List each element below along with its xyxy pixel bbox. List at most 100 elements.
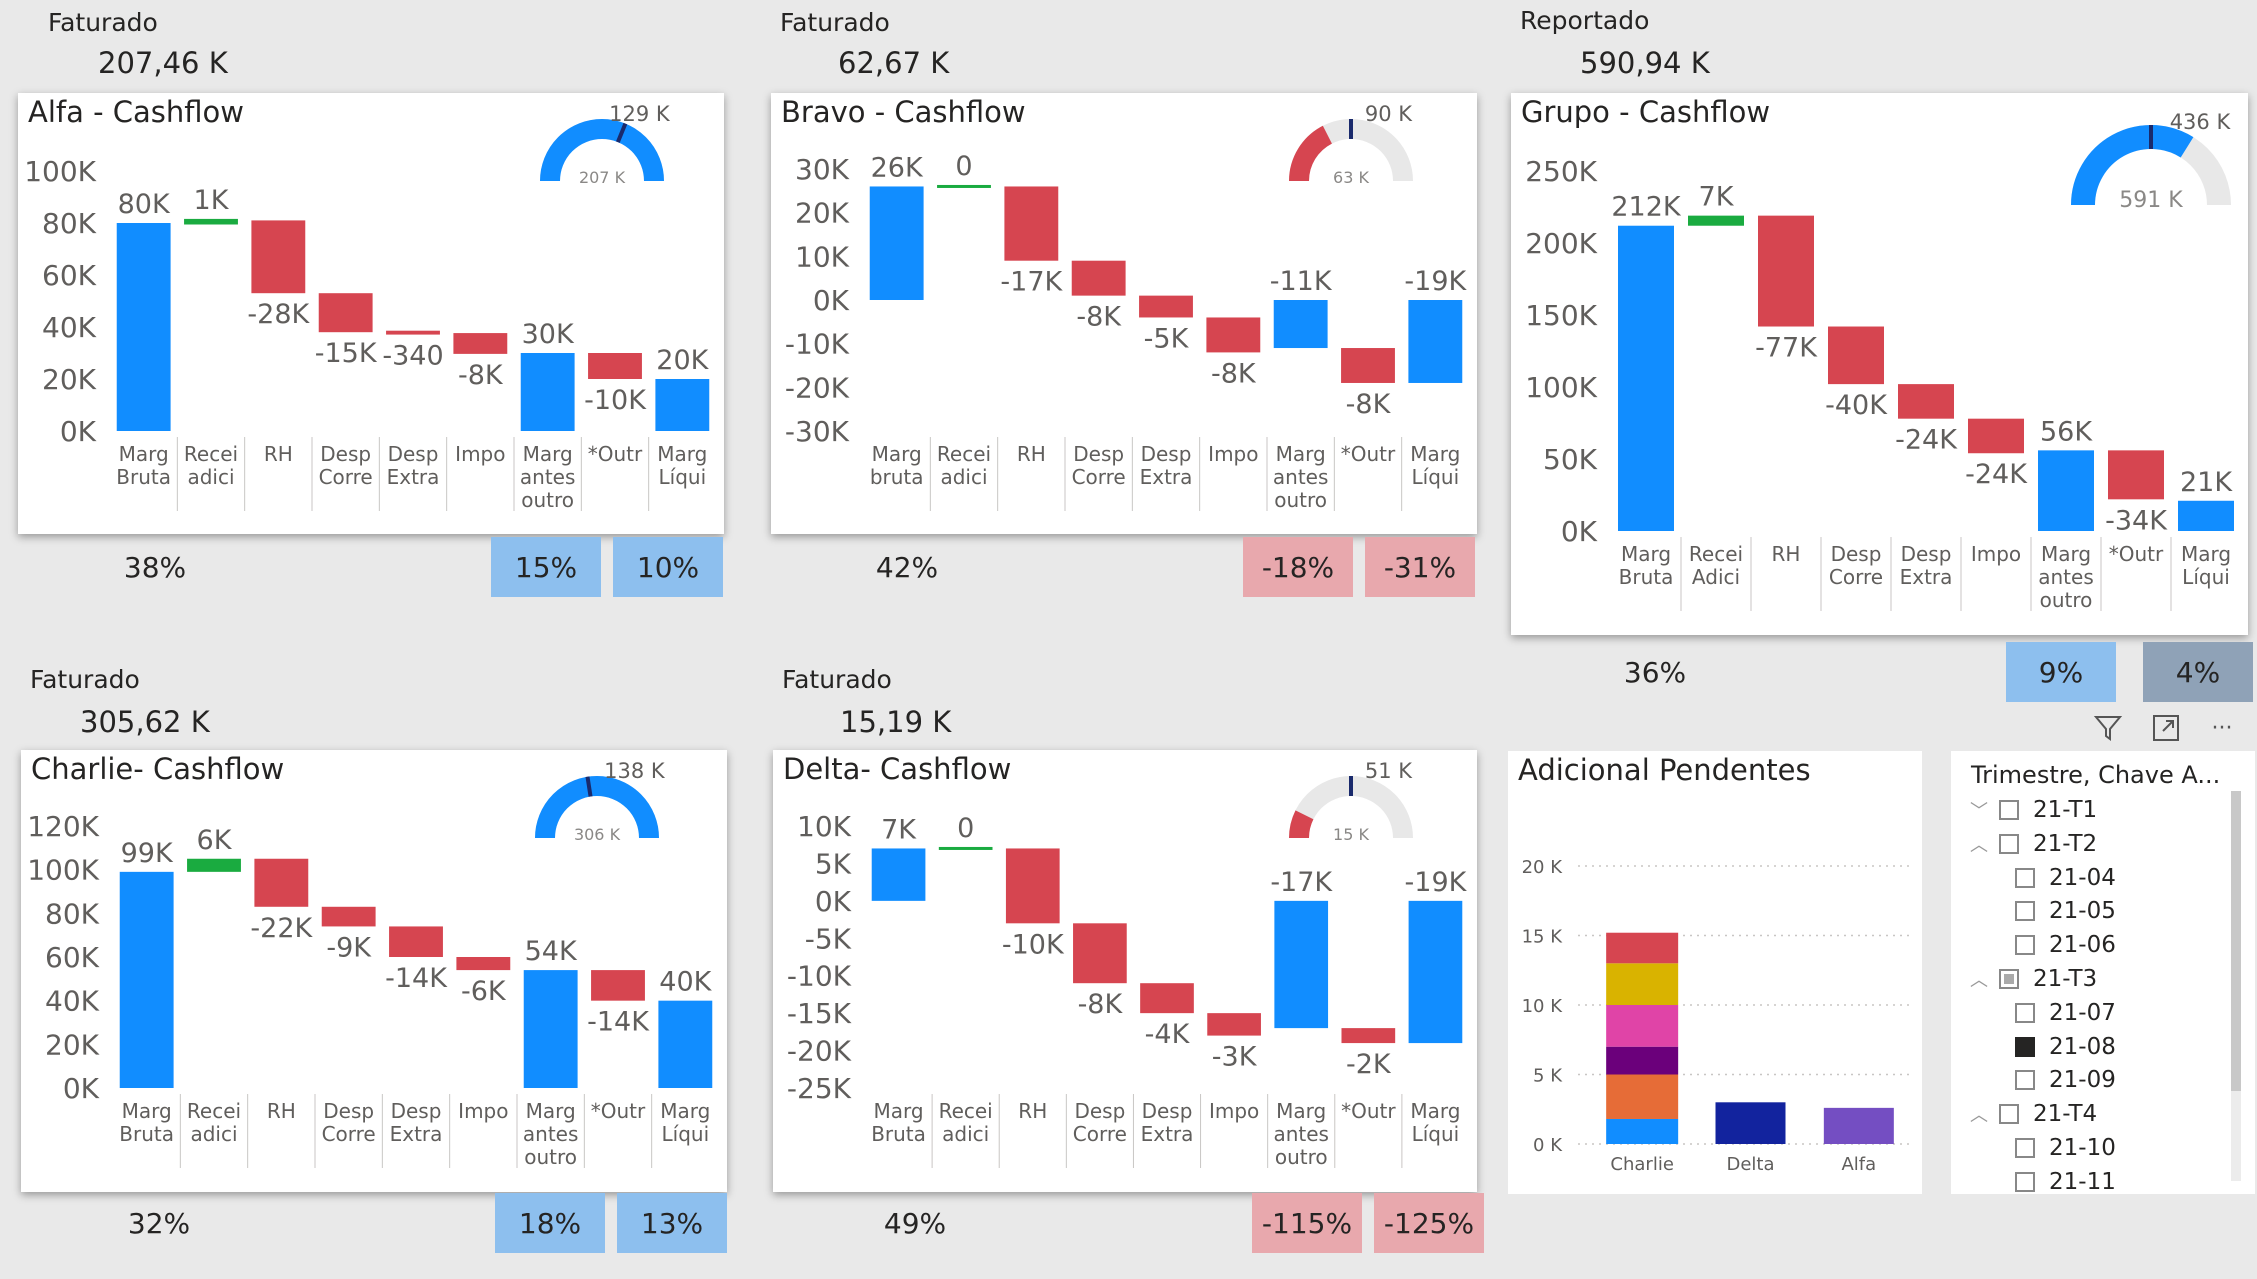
checkbox-icon[interactable]	[2015, 1171, 2035, 1192]
checkbox-icon[interactable]	[2015, 935, 2035, 956]
data-label: -9K	[326, 932, 372, 963]
alfa-cashflow-card[interactable]: Alfa - Cashflow 0K 20K 40K 60K 80K 100K 80K Mar…	[18, 93, 724, 534]
focus-mode-icon[interactable]	[2146, 708, 2186, 748]
checkbox-icon[interactable]	[2015, 1036, 2035, 1057]
chevron-up-icon[interactable]: ︿	[1970, 1105, 1988, 1127]
waterfall-bar	[1341, 1028, 1396, 1044]
waterfall-bar	[1004, 186, 1059, 261]
slicer-item-21-T2[interactable]: ︿ 21-T2	[1967, 831, 2097, 857]
checkbox-icon[interactable]	[2015, 1070, 2035, 1091]
bravo-pct-tile-a: -18%	[1243, 537, 1353, 597]
bravo-cashflow-card[interactable]: Bravo - Cashflow -30K -20K -10K 0K 10K 20K 30K…	[771, 93, 1477, 534]
category-label: RH	[1017, 442, 1046, 466]
grupo-cashflow-title: Grupo - Cashflow	[1521, 95, 1771, 129]
data-label: 54K	[525, 936, 578, 967]
data-label: -14K	[385, 963, 448, 994]
category-label: Extra	[387, 465, 440, 489]
slicer-item-21-08[interactable]: 21-08	[2015, 1034, 2116, 1060]
trimestre-slicer[interactable]: Trimestre, Chave A... ﹀ 21-T1 ︿ 21-T2 21-04 2…	[1951, 751, 2255, 1194]
category-label: Líqui	[2182, 565, 2230, 589]
slicer-item-21-T3[interactable]: ︿ 21-T3	[1967, 966, 2097, 992]
slicer-item-21-07[interactable]: 21-07	[2015, 1000, 2116, 1026]
gauge-target-marker	[585, 776, 593, 797]
waterfall-bar	[254, 858, 309, 907]
y-tick-label: 100K	[1525, 371, 1597, 404]
waterfall-bar	[1073, 923, 1127, 984]
grupo-waterfall-chart: 0K50K100K150K200K250K212KMargBruta7KRece…	[1525, 110, 2234, 612]
y-tick-label: 120K	[27, 810, 99, 843]
delta-cashflow-card[interactable]: Delta- Cashflow -25K -20K -15K -10K -5K 0K 5K 1…	[773, 750, 1477, 1192]
data-label: -17K	[1000, 267, 1063, 298]
charlie-cashflow-card[interactable]: Charlie- Cashflow 0K 20K 40K 60K 80K 100K 120K…	[21, 750, 727, 1192]
data-label: -19K	[1404, 266, 1467, 297]
y-tick-label: -20K	[785, 371, 850, 404]
data-label: -24K	[1895, 425, 1958, 456]
slicer-item-21-T1[interactable]: ﹀ 21-T1	[1967, 797, 2097, 823]
checkbox-icon[interactable]	[1999, 833, 2019, 854]
waterfall-bar	[1758, 215, 1814, 327]
waterfall-bar	[318, 293, 373, 333]
slicer-item-21-06[interactable]: 21-06	[2015, 932, 2116, 958]
checkbox-icon[interactable]	[2015, 901, 2035, 922]
checkbox-icon[interactable]	[1999, 1104, 2019, 1125]
data-label: -77K	[1755, 333, 1818, 364]
gauge-value-label: 207 K	[579, 168, 626, 187]
y-tick-label: -15K	[787, 997, 852, 1030]
y-tick-label: 0K	[815, 885, 852, 918]
gauge-target-label: 138 K	[604, 759, 666, 783]
category-label: Delta	[1726, 1154, 1774, 1175]
gauge-target-label: 129 K	[609, 102, 671, 126]
gauge-value-label: 591 K	[2119, 188, 2183, 213]
category-label: Líqui	[1412, 1122, 1460, 1146]
slicer-header: Trimestre, Chave A...	[1971, 761, 2221, 789]
slicer-item-21-04[interactable]: 21-04	[2015, 865, 2116, 891]
gauge-fill	[2071, 125, 2194, 206]
category-label: Marg	[872, 442, 922, 466]
data-label: 6K	[197, 825, 233, 856]
category-label: Extra	[1140, 465, 1193, 489]
checkbox-icon[interactable]	[2015, 1002, 2035, 1023]
adicional-pendentes-title: Adicional Pendentes	[1518, 753, 1811, 787]
waterfall-bar	[655, 379, 710, 431]
more-options-icon[interactable]: ···	[2211, 715, 2233, 741]
slicer-item-label: 21-11	[2049, 1168, 2116, 1194]
slicer-item-21-11[interactable]: 21-11	[2015, 1169, 2116, 1194]
y-tick-label: 30K	[795, 153, 850, 186]
waterfall-bar	[2178, 500, 2234, 531]
slicer-item-21-T4[interactable]: ︿ 21-T4	[1967, 1101, 2097, 1127]
data-label: 99K	[121, 838, 174, 869]
category-label: Desp	[323, 1099, 374, 1123]
category-label: Marg	[1410, 1099, 1460, 1123]
checkbox-icon[interactable]	[2015, 867, 2035, 888]
y-tick-label: 15 K	[1522, 927, 1564, 948]
category-label: antes	[520, 465, 576, 489]
filter-icon[interactable]	[2088, 708, 2128, 748]
category-label: Recei	[184, 442, 238, 466]
waterfall-bar	[871, 848, 926, 901]
waterfall-bar	[321, 906, 376, 927]
adicional-stacked-bar-chart: 0 K 5 K 10 K 15 K 20 K Charlie Delta Alfa	[1522, 857, 1913, 1175]
data-label: -28K	[247, 299, 310, 330]
slicer-scrollbar[interactable]	[2231, 791, 2241, 1181]
category-label: Desp	[1073, 442, 1124, 466]
waterfall-bar	[523, 970, 578, 1088]
category-label: outro	[1275, 1145, 1328, 1169]
category-label: Marg	[874, 1099, 924, 1123]
adicional-pendentes-card[interactable]: Adicional Pendentes 0 K 5 K 10 K 15 K 20 K Ch…	[1508, 751, 1922, 1194]
kpi-label-grupo: Reportado	[1520, 6, 1650, 35]
checkbox-icon[interactable]	[2015, 1138, 2035, 1158]
chevron-up-icon[interactable]: ︿	[1970, 834, 1988, 856]
category-label: bruta	[870, 465, 924, 489]
slicer-item-21-09[interactable]: 21-09	[2015, 1067, 2116, 1093]
slicer-item-label: 21-T2	[2033, 830, 2098, 857]
grupo-cashflow-card[interactable]: Grupo - Cashflow 0K 50K 100K 150K 200K 250K 21…	[1511, 93, 2248, 635]
y-tick-label: 200K	[1525, 227, 1597, 260]
checkbox-icon[interactable]	[1999, 969, 2019, 989]
slicer-item-21-10[interactable]: 21-10	[2015, 1135, 2116, 1161]
stack-segment	[1606, 1005, 1679, 1047]
slicer-item-21-05[interactable]: 21-05	[2015, 898, 2116, 924]
checkbox-icon[interactable]	[1999, 800, 2019, 820]
chevron-down-icon[interactable]: ﹀	[1970, 801, 1988, 822]
chevron-up-icon[interactable]: ︿	[1970, 970, 1988, 991]
category-label: Desp	[1901, 542, 1952, 566]
